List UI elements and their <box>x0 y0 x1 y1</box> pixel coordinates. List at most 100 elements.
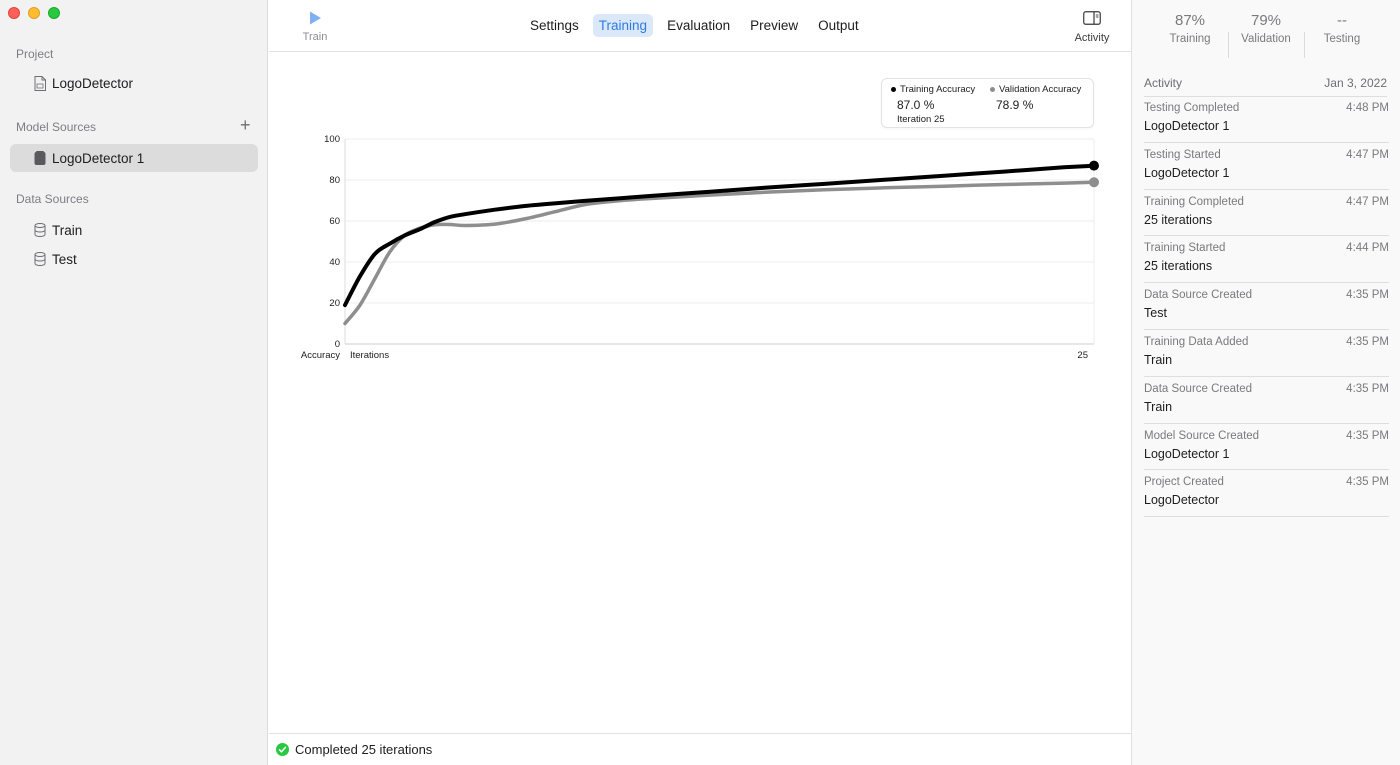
activity-item[interactable]: Training Data Added 4:35 PM Train <box>1144 330 1389 377</box>
activity-item-row: Project Created 4:35 PM <box>1144 476 1389 488</box>
activity-detail: LogoDetector 1 <box>1144 119 1230 133</box>
activity-detail: LogoDetector 1 <box>1144 165 1230 180</box>
activity-time: 4:35 PM <box>1346 335 1389 348</box>
x-axis-label: Iterations <box>350 350 389 361</box>
y-tick-label: 60 <box>329 216 340 227</box>
activity-item[interactable]: Model Source Created 4:35 PM LogoDetector … <box>1144 424 1389 471</box>
activity-list: Testing Completed 4:48 PM LogoDetector 1 Te… <box>1144 96 1389 518</box>
sidebar-item-label: Test <box>52 251 77 267</box>
window-controls <box>8 7 60 19</box>
activity-header: Activity Jan 3, 2022 <box>1144 76 1387 97</box>
activity-detail: 25 iterations <box>1144 212 1213 227</box>
activity-item[interactable]: Training Completed 4:47 PM 25 iterations <box>1144 190 1389 237</box>
tab-preview[interactable]: Preview <box>750 18 799 33</box>
train-button[interactable]: Train <box>299 10 331 43</box>
sidebar-item-label: LogoDetector <box>52 75 134 91</box>
activity-event: Training Started <box>1144 242 1226 255</box>
legend-marker <box>990 87 995 92</box>
tab-bar: Settings Training Evaluation Preview Out… <box>524 14 865 37</box>
metric-label: Testing <box>1323 33 1361 45</box>
activity-item-row: Model Source Created 4:35 PM <box>1144 430 1389 442</box>
activity-item[interactable]: Testing Completed 4:48 PM LogoDetector 1 <box>1144 96 1389 143</box>
activity-button-label: Activity <box>1074 32 1110 44</box>
activity-time: 4:35 PM <box>1346 429 1389 442</box>
checkmark-icon <box>276 743 289 756</box>
sidebar-item-project[interactable]: LogoDetector <box>10 69 258 97</box>
activity-item-row: Data Source Created 4:35 PM <box>1144 289 1389 301</box>
activity-detail: Train <box>1144 399 1173 414</box>
activity-item-row: Testing Started 4:47 PM <box>1144 149 1389 161</box>
activity-detail: Test <box>1144 306 1167 321</box>
training-chart-area: 0 20 40 60 80 100 Accuracy Iterations 25 Trainin… <box>269 53 1131 733</box>
series-line-training <box>343 163 1096 308</box>
series-endpoint-validation <box>1089 177 1099 188</box>
activity-time: 4:47 PM <box>1346 195 1389 208</box>
activity-time: 4:35 PM <box>1346 476 1389 489</box>
metric-value: 79% <box>1250 12 1282 29</box>
legend-validation-value: 78.9 % <box>996 98 1034 112</box>
sidebar: Project LogoDetector Model Sources + Log… <box>0 0 268 765</box>
activity-event: Testing Started <box>1144 148 1221 161</box>
activity-toggle-button[interactable]: Activity <box>1067 11 1117 44</box>
activity-item-row: Training Completed 4:47 PM <box>1144 196 1389 208</box>
sidebar-item-test[interactable]: Test <box>10 245 258 273</box>
y-tick-label: 80 <box>329 175 340 186</box>
series-endpoint-training <box>1089 160 1099 171</box>
activity-event: Data Source Created <box>1144 382 1253 395</box>
activity-event: Training Data Added <box>1144 335 1249 348</box>
activity-item[interactable]: Training Started 4:44 PM 25 iterations <box>1144 236 1389 284</box>
play-icon <box>310 11 321 25</box>
metric-label: Validation <box>1241 33 1291 45</box>
sidebar-item-label: Train <box>52 222 83 238</box>
activity-item[interactable]: Testing Started 4:47 PM LogoDetector 1 <box>1144 143 1389 190</box>
activity-detail: LogoDetector 1 <box>1144 446 1230 461</box>
data-sources-section-header: Data Sources <box>16 192 89 206</box>
activity-time: 4:35 PM <box>1346 382 1389 395</box>
tab-evaluation[interactable]: Evaluation <box>667 18 731 33</box>
activity-item[interactable]: Data Source Created 4:35 PM Train <box>1144 377 1389 424</box>
sidebar-item-model-source[interactable]: LogoDetector 1 <box>10 144 258 172</box>
database-icon <box>33 251 47 267</box>
activity-item-row: Data Source Created 4:35 PM <box>1144 383 1389 395</box>
activity-title: Activity <box>1144 76 1183 90</box>
close-window-button[interactable] <box>8 7 20 19</box>
activity-time: 4:44 PM <box>1346 242 1389 255</box>
zoom-window-button[interactable] <box>48 7 60 19</box>
add-model-source-button[interactable]: + <box>240 115 251 135</box>
status-bar: Completed 25 iterations <box>269 733 1131 765</box>
legend-validation: Validation Accuracy 78.9 % <box>990 84 1081 112</box>
metric-label: Training <box>1169 33 1211 45</box>
model-sources-section-header: Model Sources <box>16 120 97 134</box>
sidebar-item-train[interactable]: Train <box>10 216 258 244</box>
sidebar-right-icon <box>1083 11 1101 25</box>
activity-event: Data Source Created <box>1144 289 1253 302</box>
activity-item[interactable]: Project Created 4:35 PM LogoDetector <box>1144 470 1389 518</box>
tab-training[interactable]: Training <box>592 14 654 37</box>
activity-detail: 25 iterations <box>1144 259 1213 274</box>
activity-date: Jan 3, 2022 <box>1324 76 1387 90</box>
activity-event: Training Completed <box>1144 195 1244 208</box>
series-line-validation <box>343 180 1096 326</box>
tab-settings[interactable]: Settings <box>530 18 579 33</box>
y-tick-label: 40 <box>329 257 340 268</box>
database-icon <box>33 222 47 238</box>
activity-time: 4:48 PM <box>1346 102 1389 114</box>
main-content: Train Settings Training Evaluation Previ… <box>269 0 1131 765</box>
legend-training-title: Training Accuracy <box>900 84 976 95</box>
activity-event: Model Source Created <box>1144 429 1260 442</box>
activity-detail: Train <box>1144 352 1173 367</box>
activity-item-row: Training Data Added 4:35 PM <box>1144 336 1389 348</box>
legend-iteration: Iteration 25 <box>897 114 945 125</box>
activity-event: Project Created <box>1144 476 1224 489</box>
metric-validation: 79% Validation <box>1228 12 1304 45</box>
activity-item[interactable]: Data Source Created 4:35 PM Test <box>1144 283 1389 330</box>
activity-event: Testing Completed <box>1144 102 1240 114</box>
y-axis-label: Accuracy <box>301 350 340 361</box>
accuracy-chart: 0 20 40 60 80 100 Accuracy Iterations 25 <box>301 134 1099 361</box>
y-tick-label: 100 <box>324 134 340 145</box>
divider <box>1304 32 1305 58</box>
activity-time: 4:47 PM <box>1346 148 1389 161</box>
tab-output[interactable]: Output <box>818 18 859 33</box>
minimize-window-button[interactable] <box>28 7 40 19</box>
activity-pane: 87% Training 79% Validation -- Testing A… <box>1131 0 1400 765</box>
